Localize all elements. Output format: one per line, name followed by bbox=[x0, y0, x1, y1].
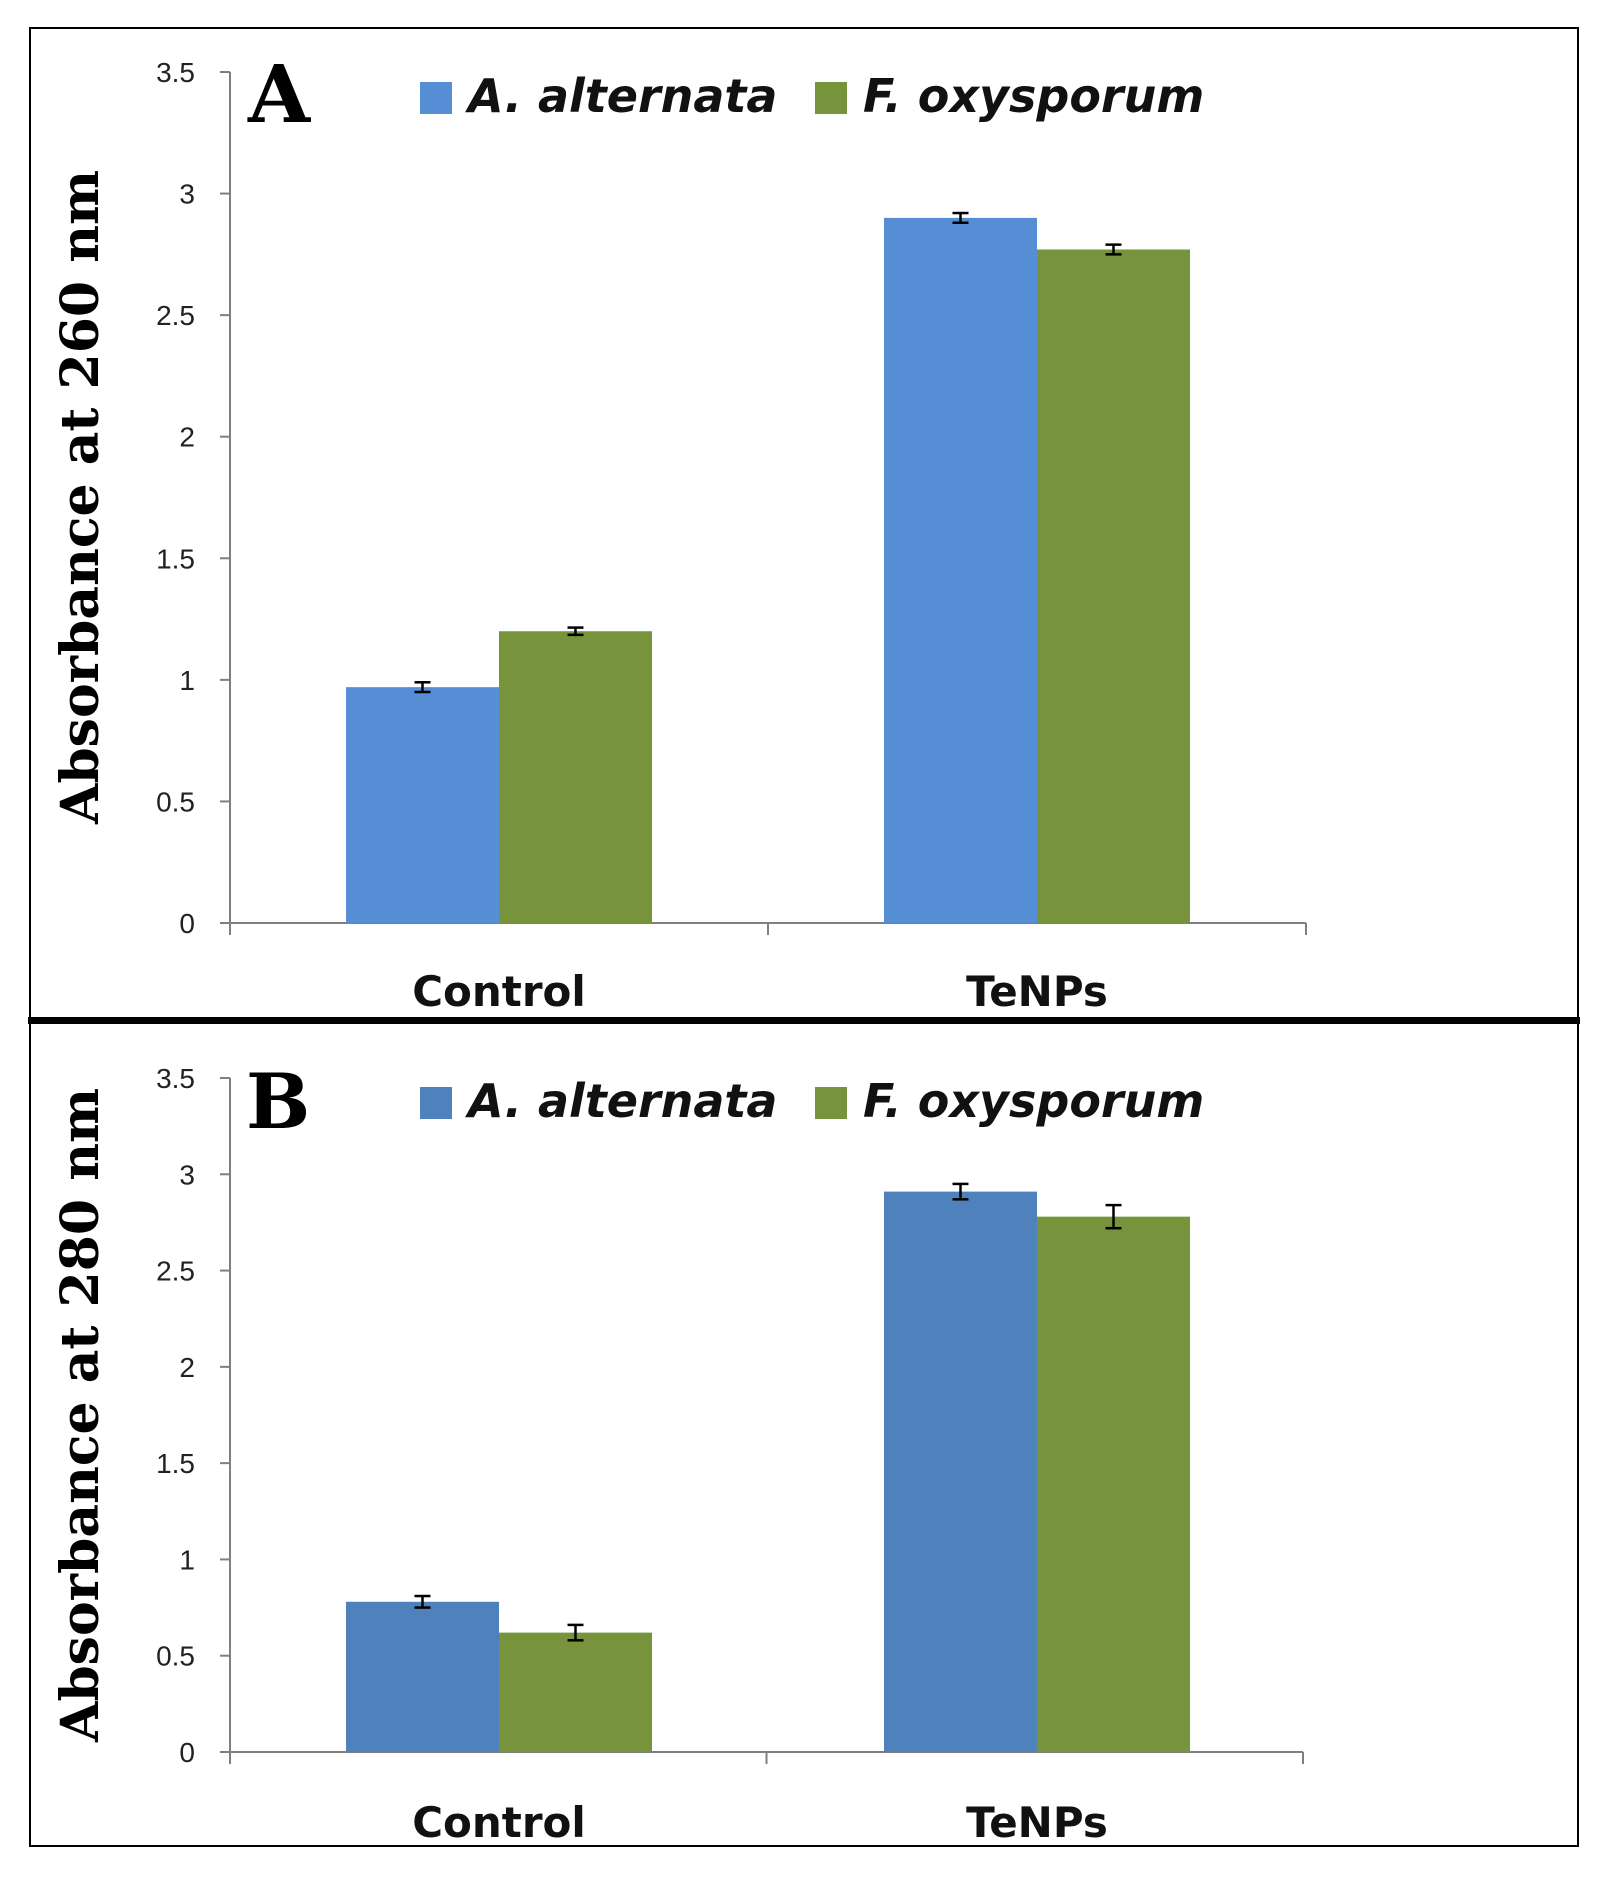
bar-a-alternata-tenps bbox=[884, 217, 1037, 923]
bar-a-alternata-control bbox=[346, 1601, 499, 1752]
chart-panel-b: B Absorbance at 280 nm 0 0.5 1 1.5 2 2.5 3 3.5 Con… bbox=[50, 1057, 1304, 1847]
legend-swatch bbox=[420, 82, 452, 114]
legend-label: F. oxysporum bbox=[863, 1074, 1204, 1128]
y-tick-label: 0 bbox=[179, 1737, 195, 1768]
y-tick-label: 1.5 bbox=[156, 1448, 195, 1479]
y-tick-label: 0.5 bbox=[156, 1641, 195, 1672]
y-tick-label: 1 bbox=[179, 665, 195, 696]
bar-f-oxysporum-control bbox=[499, 631, 652, 923]
x-category-label: TeNPs bbox=[966, 1798, 1108, 1847]
x-category-label: Control bbox=[412, 967, 586, 1016]
legend-label: A. alternata bbox=[465, 69, 777, 123]
bar-f-oxysporum-control bbox=[499, 1632, 652, 1752]
y-axis-title: Absorbance at 280 nm bbox=[50, 1088, 111, 1743]
y-tick-label: 3.5 bbox=[156, 1063, 195, 1094]
x-category-label: TeNPs bbox=[966, 967, 1108, 1016]
y-tick-label: 3 bbox=[179, 179, 195, 210]
y-tick-label: 1.5 bbox=[156, 543, 195, 574]
panel-letter: B bbox=[246, 1057, 310, 1146]
y-tick-label: 2.5 bbox=[156, 300, 195, 331]
panel-letter: A bbox=[247, 47, 311, 141]
y-tick-label: 1 bbox=[179, 1544, 195, 1575]
legend-swatch bbox=[815, 1087, 847, 1119]
y-tick-label: 2.5 bbox=[156, 1256, 195, 1287]
y-tick-label: 0 bbox=[179, 908, 195, 939]
y-tick-label: 3 bbox=[179, 1159, 195, 1190]
y-axis-title: Absorbance at 260 nm bbox=[50, 170, 111, 825]
legend-swatch bbox=[420, 1087, 452, 1119]
y-tick-label: 2 bbox=[179, 1352, 195, 1383]
chart-panel-a: A Absorbance at 260 nm 0 0.5 1 1.5 2 2.5 3 3.5 Con… bbox=[50, 47, 1307, 1016]
x-category-label: Control bbox=[412, 1798, 586, 1847]
y-tick-label: 3.5 bbox=[156, 57, 195, 88]
bar-f-oxysporum-tenps bbox=[1037, 249, 1190, 924]
y-tick-label: 0.5 bbox=[156, 786, 195, 817]
bar-f-oxysporum-tenps bbox=[1037, 1216, 1190, 1752]
bar-a-alternata-control bbox=[346, 687, 499, 923]
bar-a-alternata-tenps bbox=[884, 1191, 1037, 1752]
legend-label: F. oxysporum bbox=[863, 69, 1204, 123]
legend-label: A. alternata bbox=[465, 1074, 777, 1128]
figure-border bbox=[29, 27, 1579, 1847]
y-tick-label: 2 bbox=[179, 422, 195, 453]
panel-divider bbox=[28, 1017, 1580, 1024]
legend-swatch bbox=[815, 82, 847, 114]
